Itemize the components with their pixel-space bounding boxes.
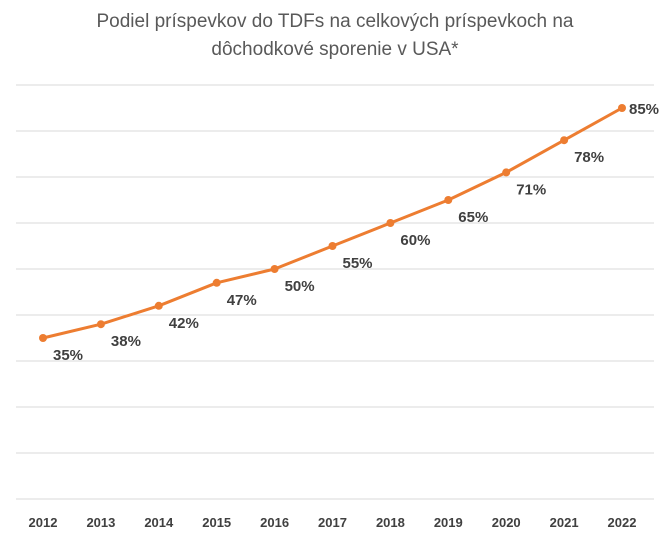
chart-title-line-2: dôchodkové sporenie v USA* bbox=[211, 39, 459, 60]
x-tick-label: 2015 bbox=[202, 515, 231, 530]
x-tick-label: 2013 bbox=[86, 515, 115, 530]
gridlines bbox=[16, 84, 654, 500]
data-label: 38% bbox=[111, 333, 141, 350]
x-tick-label: 2012 bbox=[29, 515, 58, 530]
series-line-group bbox=[39, 104, 626, 342]
data-point bbox=[328, 242, 337, 250]
data-label: 55% bbox=[343, 255, 373, 272]
data-label: 71% bbox=[516, 181, 546, 198]
chart-title: Podiel príspevkov do TDFs na celkových p… bbox=[0, 8, 670, 64]
data-point bbox=[39, 334, 47, 342]
x-tick-label: 2022 bbox=[608, 515, 637, 530]
x-tick-label: 2016 bbox=[260, 515, 289, 530]
chart-title-line-1: Podiel príspevkov do TDFs na celkových p… bbox=[96, 11, 574, 32]
data-label: 85% bbox=[629, 101, 659, 118]
data-label: 42% bbox=[169, 315, 199, 332]
x-tick-label: 2020 bbox=[492, 515, 521, 530]
data-point bbox=[270, 265, 279, 273]
data-point bbox=[560, 136, 569, 145]
x-tick-label: 2014 bbox=[144, 515, 174, 530]
data-label: 35% bbox=[53, 347, 83, 364]
x-tick-label: 2019 bbox=[434, 515, 463, 530]
x-tick-label: 2021 bbox=[550, 515, 579, 530]
data-labels: 35% 38% 42% 47% 50% 55% 60% 65% 71% 78% 85% bbox=[53, 101, 659, 364]
data-label: 47% bbox=[227, 292, 257, 309]
data-point bbox=[154, 301, 163, 310]
data-point bbox=[444, 196, 453, 204]
data-label: 78% bbox=[574, 149, 604, 166]
data-point bbox=[386, 219, 395, 227]
data-point bbox=[502, 168, 511, 177]
x-axis-tick-labels: 2012 2013 2014 2015 2016 2017 2018 2019 2020 2021… bbox=[29, 515, 637, 530]
data-point bbox=[618, 104, 626, 112]
data-point bbox=[212, 278, 221, 287]
x-tick-label: 2017 bbox=[318, 515, 347, 530]
data-point bbox=[96, 320, 105, 329]
data-label: 60% bbox=[400, 232, 430, 249]
data-label: 50% bbox=[285, 278, 315, 295]
data-label: 65% bbox=[458, 209, 488, 226]
x-tick-label: 2018 bbox=[376, 515, 405, 530]
